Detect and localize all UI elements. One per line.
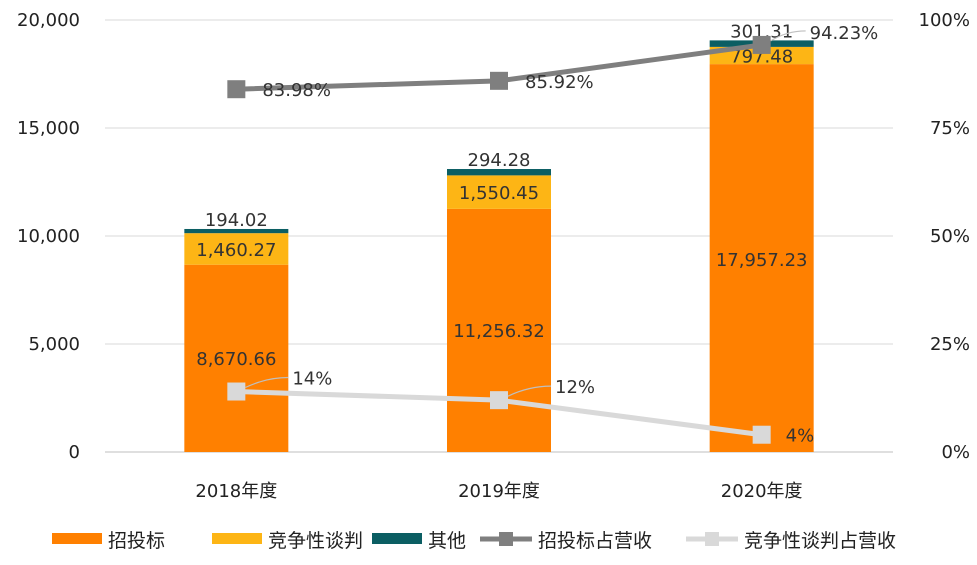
y-right-tick-label: 0% — [941, 442, 970, 463]
bar-data-label: 1,460.27 — [196, 240, 276, 261]
bar-data-label: 294.28 — [468, 150, 531, 171]
x-category-label: 2020年度 — [721, 481, 803, 502]
line-data-label: 14% — [292, 369, 332, 390]
bar-segment — [709, 46, 814, 65]
bar-segment — [447, 175, 551, 209]
y-right-tick-label: 100% — [919, 10, 970, 31]
line-marker — [227, 382, 246, 401]
line-marker — [752, 35, 771, 54]
label-leader — [507, 385, 552, 397]
bar-segment — [184, 228, 289, 234]
bar-segment — [184, 264, 289, 452]
line-marker — [490, 391, 508, 410]
y-left-tick-label: 20,000 — [17, 10, 80, 31]
x-category-label: 2019年度 — [458, 481, 540, 502]
bar-segment — [447, 169, 551, 176]
bar-data-label: 797.48 — [730, 47, 793, 68]
bar-data-label: 17,957.23 — [716, 250, 808, 271]
label-leader — [245, 376, 289, 389]
line-marker — [752, 425, 771, 444]
legend-swatch — [52, 533, 102, 544]
bar-segment — [709, 64, 814, 452]
bar-data-label: 8,670.66 — [196, 349, 276, 370]
y-right-tick-label: 75% — [930, 118, 970, 139]
bar-segment — [447, 208, 551, 452]
y-right-tick-label: 25% — [930, 334, 970, 355]
y-left-tick-label: 5,000 — [28, 334, 80, 355]
line-data-label: 83.98% — [262, 80, 331, 101]
legend-swatch — [499, 532, 513, 546]
y-left-tick-label: 15,000 — [17, 118, 80, 139]
legend-swatch — [372, 533, 422, 544]
legend-label: 招投标占营收 — [538, 530, 652, 552]
line-marker — [227, 80, 246, 99]
bar-data-label: 11,256.32 — [453, 321, 545, 342]
bar-data-label: 1,550.45 — [459, 183, 539, 204]
bar-segment — [184, 233, 289, 265]
legend-swatch — [705, 532, 719, 546]
line-data-label: 12% — [555, 377, 595, 398]
legend-label: 竞争性谈判占营收 — [744, 530, 896, 552]
y-left-tick-label: 10,000 — [17, 226, 80, 247]
label-leader — [770, 30, 806, 42]
legend-label: 其他 — [428, 530, 466, 552]
legend-swatch — [212, 533, 262, 544]
legend-label: 招投标 — [108, 530, 165, 552]
bar-data-label: 194.02 — [205, 210, 268, 231]
line-data-label: 94.23% — [810, 23, 879, 44]
line-marker — [490, 71, 508, 90]
y-left-tick-label: 0 — [69, 442, 80, 463]
line-data-label: 85.92% — [525, 72, 594, 93]
y-right-tick-label: 50% — [930, 226, 970, 247]
x-category-label: 2018年度 — [195, 481, 277, 502]
line-data-label: 4% — [786, 426, 815, 447]
legend-label: 竞争性谈判 — [268, 530, 363, 552]
